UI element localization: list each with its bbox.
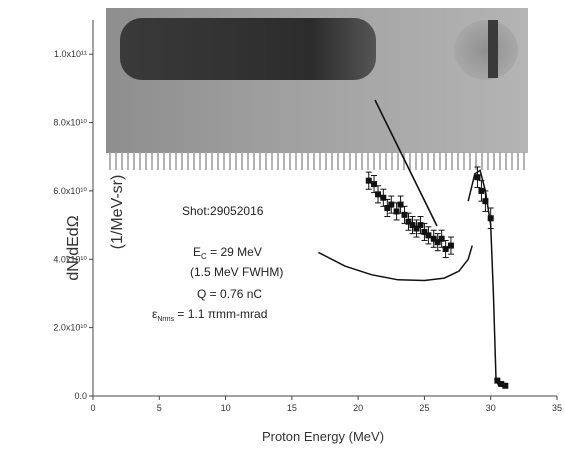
data-point [384,205,391,211]
data-point [413,225,420,232]
data-point [393,208,400,215]
data-point [474,174,481,181]
y-axis-label-group: dN/dEdΩ [65,215,82,280]
data-point [447,242,454,249]
guide-curve [318,245,473,282]
inset-spot [454,20,518,80]
x-tick-label: 30 [486,403,496,413]
data-point [478,187,485,194]
data-point [487,215,494,222]
x-tick-label: 5 [157,403,162,413]
x-ticks: 0 5 10 15 20 25 30 35 [90,396,562,413]
data-point [502,382,509,389]
data-point [438,235,445,242]
pointer-line [374,99,438,227]
y-axis-units-group: (1/MeV-sr) [109,175,126,250]
fwhm-label: (1.5 MeV FWHM) [190,265,283,279]
data-point [430,235,437,242]
data-point [417,222,424,229]
y-tick-label: 6.0x10¹⁰ [53,186,87,196]
data-point [365,177,372,184]
y-tick-label: 4.0x10¹⁰ [53,254,87,264]
data-point [425,232,432,239]
annotations: Shot:29052016 EC = 29 MeV (1.5 MeV FWHM)… [152,204,283,323]
data-point [380,194,387,201]
data-point [405,218,412,225]
y-axis-label: dN/dEdΩ [65,215,82,280]
data-point [409,222,416,229]
data-point [397,201,404,208]
data-point [375,191,382,198]
data-point [482,198,489,205]
y-tick-label: 2.0x10¹⁰ [53,323,87,333]
shot-label: Shot:29052016 [182,204,264,218]
inset-spot-line [488,20,498,78]
data-point [401,211,408,218]
data-point [442,246,449,253]
x-tick-label: 0 [90,403,95,413]
detector-image-inset [106,8,528,170]
y-tick-label: 1.0x10¹¹ [54,49,87,59]
charge-label: Q = 0.76 nC [197,287,262,301]
data-point [371,181,378,188]
data-points [365,166,509,389]
x-axis-label: Proton Energy (MeV) [262,429,384,444]
emittance-label: εNrms = 1.1 πmm-mrad [152,307,267,323]
y-axis-units: (1/MeV-sr) [109,175,126,250]
inset-tick-comb [109,152,525,170]
data-point [434,239,441,246]
data-point [494,377,501,384]
axes [92,20,557,397]
energy-label: EC = 29 MeV [193,245,262,261]
data-point [421,228,428,235]
data-point [388,201,395,208]
x-tick-label: 10 [221,403,231,413]
x-tick-label: 15 [287,403,297,413]
y-tick-label: 0.0 [74,391,87,401]
x-tick-label: 35 [552,403,562,413]
data-point [498,381,505,388]
y-ticks: 0.0 2.0x10¹⁰ 4.0x10¹⁰ 6.0x10¹⁰ 8.0x10¹⁰ 1.0x1… [53,49,93,401]
x-tick-label: 20 [353,403,363,413]
x-tick-label: 25 [419,403,429,413]
y-tick-label: 8.0x10¹⁰ [53,118,87,128]
inset-proton-trace [120,18,376,80]
